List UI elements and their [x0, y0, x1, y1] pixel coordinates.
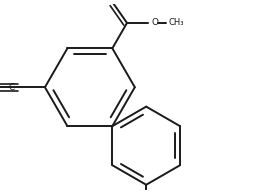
Text: CH₃: CH₃	[168, 18, 184, 27]
Text: O: O	[151, 18, 158, 27]
Text: O: O	[111, 0, 118, 2]
Text: C: C	[8, 82, 15, 92]
